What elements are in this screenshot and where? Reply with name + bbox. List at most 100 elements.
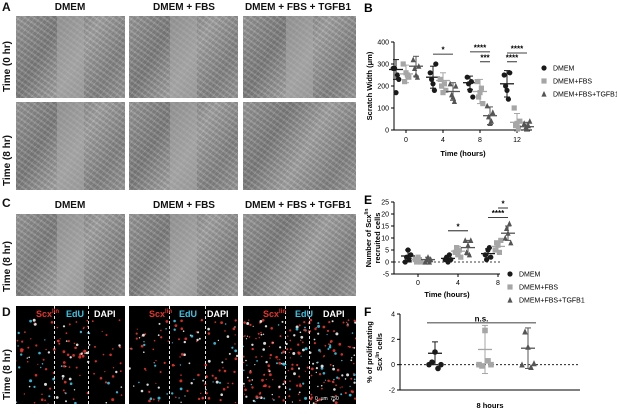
cell-speck [282, 350, 286, 354]
cell-speck [245, 395, 248, 398]
y-tick-label: 0 [385, 128, 389, 135]
cell-speck [40, 366, 42, 369]
cell-speck [312, 402, 315, 404]
cell-speck [27, 346, 30, 349]
panel-c-col-fbs: DMEM + FBS [153, 200, 215, 211]
data-point [492, 247, 498, 253]
cell-speck [66, 353, 70, 357]
cell-speck [62, 389, 65, 392]
cell-speck [104, 381, 108, 384]
cell-speck [347, 319, 350, 322]
significance-label: * [441, 46, 445, 55]
cell-speck [329, 344, 332, 347]
cell-speck [291, 363, 294, 366]
cell-speck [153, 339, 156, 342]
cell-speck [171, 363, 175, 367]
cell-speck [198, 337, 201, 340]
significance-label: **** [511, 45, 524, 54]
data-point [496, 249, 502, 255]
cell-speck [160, 329, 162, 332]
cell-speck [269, 353, 272, 357]
cell-speck [275, 355, 278, 359]
cell-speck [118, 344, 121, 347]
cell-speck [352, 373, 355, 375]
cell-speck [42, 358, 45, 361]
legend-dapi-fbs: DAPI [207, 309, 229, 319]
cell-speck [328, 345, 332, 349]
micrograph-c-fbs [129, 214, 238, 296]
legend-dapi-dmem: DAPI [94, 309, 116, 319]
cell-speck [225, 358, 227, 360]
cell-speck [234, 343, 236, 345]
cell-speck [299, 399, 301, 402]
cell-speck [334, 401, 338, 404]
cell-speck [228, 352, 231, 355]
cell-speck [353, 354, 356, 356]
cell-speck [261, 318, 265, 322]
cell-speck [320, 366, 324, 370]
cell-speck [224, 330, 226, 332]
cell-speck [342, 321, 345, 324]
cell-speck [326, 329, 330, 332]
data-point [511, 105, 517, 111]
cell-speck [50, 321, 54, 324]
cell-speck [333, 388, 336, 391]
data-point [476, 361, 482, 368]
cell-speck [178, 397, 180, 399]
data-point [402, 79, 408, 85]
cell-speck [233, 370, 236, 374]
data-point [406, 74, 412, 80]
cell-speck [38, 351, 41, 355]
cell-speck [79, 330, 83, 334]
cell-speck [339, 387, 341, 389]
cell-speck [254, 400, 256, 403]
cell-speck [62, 325, 66, 328]
legend-marker [541, 65, 547, 71]
legend-label: DMEM+FBS [519, 285, 558, 292]
x-tick-label: 8 [496, 280, 500, 287]
cell-speck [59, 338, 61, 340]
cell-speck [207, 327, 210, 331]
significance-label: * [501, 200, 505, 209]
cell-speck [62, 350, 66, 354]
cell-speck [272, 379, 274, 381]
data-point [470, 94, 476, 100]
cell-speck [180, 401, 182, 403]
cell-speck [281, 320, 284, 323]
legend-label: DMEM [553, 66, 575, 73]
cell-speck [346, 373, 350, 377]
cell-speck [297, 367, 301, 370]
cell-speck [184, 337, 188, 341]
cell-speck [223, 369, 227, 373]
cell-speck [21, 340, 24, 343]
data-point [485, 358, 491, 364]
cell-speck [258, 337, 260, 339]
cell-speck [157, 386, 160, 389]
cell-speck [212, 381, 214, 383]
cell-speck [78, 355, 82, 359]
y-axis-title: Number of Scxlin [364, 209, 373, 268]
data-point [519, 361, 525, 368]
cell-speck [279, 335, 282, 338]
cell-speck [63, 364, 66, 368]
cell-speck [118, 319, 121, 322]
cell-speck [309, 397, 313, 401]
micrograph-a-fbs-8hr [129, 102, 238, 190]
cell-speck [65, 340, 68, 342]
data-point [440, 90, 446, 96]
panel-c-col-tgfb1: DMEM + FBS + TGFB1 [244, 200, 352, 211]
cell-speck [56, 339, 60, 343]
legend-marker [507, 296, 513, 303]
cell-speck [135, 337, 138, 340]
data-point [443, 87, 449, 93]
panel-f-label: F [364, 305, 371, 319]
cell-speck [174, 324, 178, 327]
y-axis-title-sup: lin [375, 352, 381, 358]
cell-speck [47, 351, 51, 354]
cell-speck [55, 396, 59, 399]
cell-speck [248, 336, 251, 338]
cell-speck [142, 333, 145, 337]
cell-speck [340, 353, 344, 356]
cell-speck [119, 362, 122, 365]
legend-edu-dmem: EdU [66, 309, 84, 319]
